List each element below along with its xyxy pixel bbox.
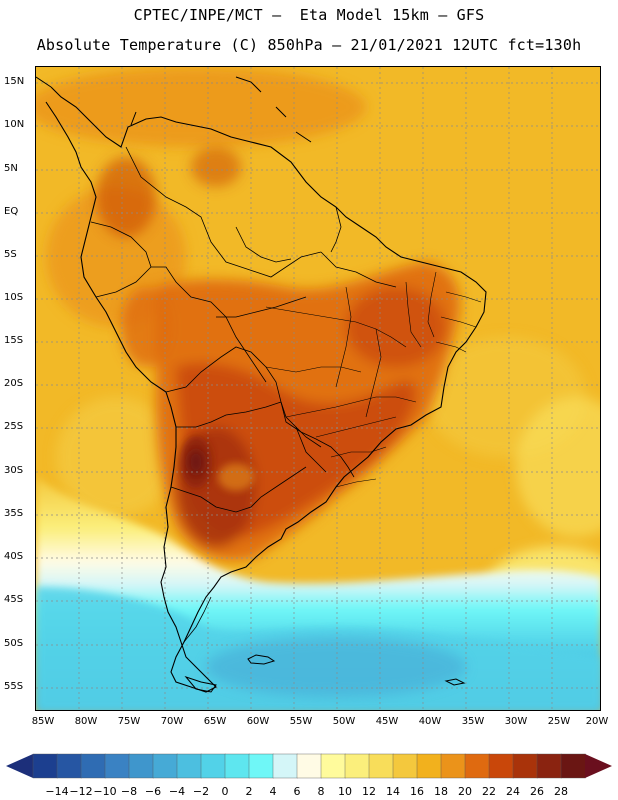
colorbar-label: 8 [318, 785, 325, 798]
falkland-islands [247, 654, 276, 665]
colorbar-box [320, 753, 346, 779]
colorbar-box [200, 753, 226, 779]
colorbar-box [488, 753, 514, 779]
colorbar-label: −2 [193, 785, 209, 798]
tierra-del-fuego [184, 675, 217, 693]
lat-label: 45S [4, 594, 24, 605]
colorbar-box [440, 753, 466, 779]
south-georgia [444, 678, 466, 686]
lat-label: 5N [4, 163, 18, 174]
lat-label: 15N [4, 76, 25, 87]
colorbar-label: 2 [246, 785, 253, 798]
colorbar-box [152, 753, 178, 779]
colorbar-boxes [32, 753, 586, 779]
colorbar-box [512, 753, 538, 779]
lat-label: 10S [4, 292, 24, 303]
title-line-1: CPTEC/INPE/MCT – Eta Model 15km – GFS [133, 6, 485, 24]
lat-label: 50S [4, 638, 24, 649]
lat-label: 55S [4, 681, 24, 692]
colorbar-label: 20 [458, 785, 472, 798]
colorbar-label: 24 [506, 785, 520, 798]
colorbar-label: 0 [222, 785, 229, 798]
colorbar-box [56, 753, 82, 779]
lon-label: 80W [74, 716, 98, 727]
lat-label: EQ [4, 206, 19, 217]
colorbar-box [32, 753, 58, 779]
lon-label: 55W [289, 716, 313, 727]
colorbar-label: 12 [362, 785, 376, 798]
colorbar-label: −6 [145, 785, 161, 798]
colorbar-box [176, 753, 202, 779]
lon-label: 45W [375, 716, 399, 727]
lon-label: 70W [160, 716, 184, 727]
colorbar-label: 28 [554, 785, 568, 798]
colorbar-box [536, 753, 562, 779]
colorbar-box [368, 753, 394, 779]
colorbar-box [248, 753, 274, 779]
state-borders [265, 271, 482, 488]
colorbar-label: 4 [270, 785, 277, 798]
lon-label: 85W [31, 716, 55, 727]
lon-label: 30W [504, 716, 528, 727]
lat-label: 20S [4, 378, 24, 389]
colorbar-label: −4 [169, 785, 185, 798]
colorbar-label: 26 [530, 785, 544, 798]
colorbar: −14 −12 −10 −8 −6 −4 −2 0 2 4 6 8 10 12 14 16 18 20 22 24 26… [6, 753, 612, 798]
lon-label: 60W [246, 716, 270, 727]
colorbar-box [416, 753, 442, 779]
lon-label: 40W [418, 716, 442, 727]
lon-label: 65W [203, 716, 227, 727]
colorbar-box [224, 753, 250, 779]
colorbar-box [128, 753, 154, 779]
south-america-coastline [45, 86, 487, 693]
graticule [36, 67, 600, 710]
colorbar-labels: −14 −12 −10 −8 −6 −4 −2 0 2 4 6 8 10 12 14 16 18 20 22 24 26… [45, 785, 568, 798]
colorbar-label: −10 [93, 785, 116, 798]
colorbar-label: 14 [386, 785, 400, 798]
colorbar-label: 16 [410, 785, 424, 798]
colorbar-box [80, 753, 106, 779]
colorbar-box [560, 753, 586, 779]
map-svg [36, 67, 600, 710]
lon-label: 20W [585, 716, 609, 727]
colorbar-box [296, 753, 322, 779]
temperature-map [35, 66, 601, 711]
lat-label: 35S [4, 508, 24, 519]
colorbar-box [104, 753, 130, 779]
lat-label: 25S [4, 421, 24, 432]
colorbar-label: 22 [482, 785, 496, 798]
field-south-coldest [206, 637, 466, 697]
colorbar-box [392, 753, 418, 779]
colorbar-label: −14 [45, 785, 68, 798]
lon-label: 35W [461, 716, 485, 727]
lat-label: 5S [4, 249, 17, 260]
colorbar-box [464, 753, 490, 779]
colorbar-box [272, 753, 298, 779]
colorbar-label: 6 [294, 785, 301, 798]
colorbar-left-arrow [6, 754, 33, 778]
lat-label: 10N [4, 119, 25, 130]
colorbar-label: 10 [338, 785, 352, 798]
field-hottest-core [188, 450, 204, 474]
colorbar-box [344, 753, 370, 779]
lon-label: 25W [547, 716, 571, 727]
lat-label: 40S [4, 551, 24, 562]
colorbar-label: −12 [69, 785, 92, 798]
colorbar-label: −8 [121, 785, 137, 798]
colorbar-right-arrow [585, 754, 612, 778]
lon-label: 75W [117, 716, 141, 727]
lat-label: 15S [4, 335, 24, 346]
caribbean-coast [36, 76, 312, 143]
colorbar-label: 18 [434, 785, 448, 798]
field-cool-pocket [218, 463, 254, 491]
title-line-2: Absolute Temperature (C) 850hPa – 21/01/… [36, 36, 582, 54]
lon-label: 50W [332, 716, 356, 727]
lat-label: 30S [4, 465, 24, 476]
